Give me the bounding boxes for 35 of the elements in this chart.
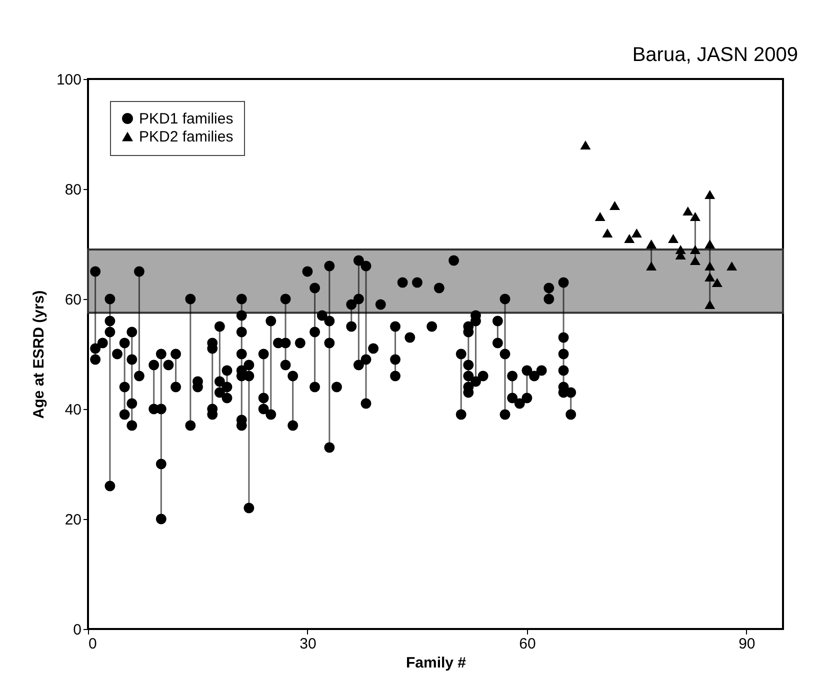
x-tick-label: 60: [519, 636, 536, 652]
point: [624, 234, 635, 244]
point: [682, 206, 694, 216]
point: [712, 278, 722, 288]
point: [690, 212, 700, 222]
y-tick-label: 20: [64, 512, 82, 528]
x-axis-title: Family #: [406, 654, 467, 672]
point: [704, 261, 716, 271]
x-tick-label: 30: [300, 636, 316, 652]
text: Barua, JASN 2009: [632, 44, 798, 66]
y-tick-label: 100: [56, 72, 82, 88]
y-axis-title: Age at ESRD (yrs): [30, 290, 48, 419]
y-tick-label: 80: [64, 182, 82, 198]
legend-label: PKD2 families: [139, 128, 234, 146]
point: [602, 228, 613, 238]
point: [704, 272, 716, 282]
point: [690, 244, 700, 254]
point: [631, 228, 642, 238]
point: [668, 234, 679, 244]
point: [646, 239, 657, 249]
y-tick-label: 60: [64, 292, 82, 308]
legend-label: PKD1 families: [139, 110, 234, 128]
point: [704, 239, 716, 249]
y-tick-label: 0: [73, 622, 82, 638]
point: [704, 190, 716, 200]
point: [580, 140, 591, 150]
point: [594, 212, 606, 222]
point: [704, 300, 716, 310]
y-tick-label: 40: [64, 402, 82, 418]
x-tick-label: 90: [738, 636, 756, 652]
point: [646, 261, 657, 271]
point: [690, 256, 700, 266]
x-tick-label: 0: [88, 636, 97, 652]
point: [726, 261, 738, 271]
point: [609, 200, 620, 210]
